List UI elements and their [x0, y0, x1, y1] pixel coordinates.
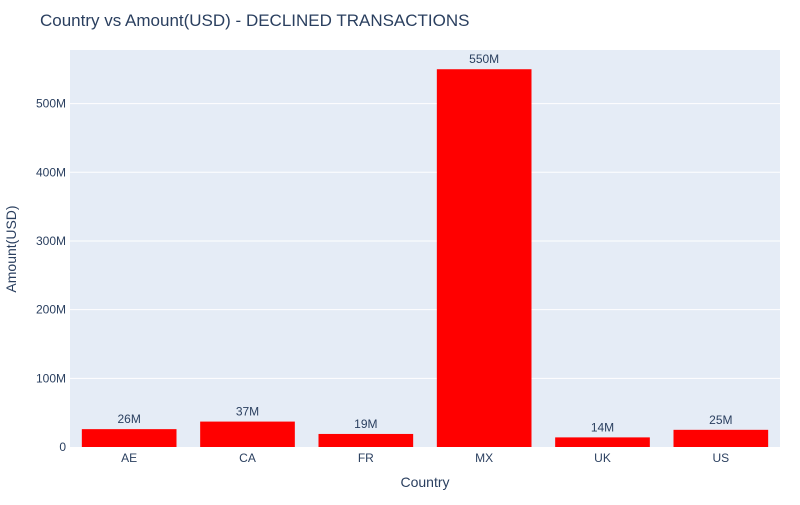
x-tick-label: UK: [594, 451, 611, 465]
data-label-fr: 19M: [354, 417, 377, 431]
plot-area: [70, 50, 780, 447]
y-tick-label: 100M: [36, 371, 66, 385]
y-axis-title: Amount(USD): [3, 205, 19, 292]
y-tick-label: 400M: [36, 165, 66, 179]
y-tick-label: 500M: [36, 97, 66, 111]
data-labels: 26M 37M 19M 550M 14M 25M: [117, 52, 732, 434]
y-tick-label: 300M: [36, 234, 66, 248]
bar-ca: [200, 421, 295, 447]
x-tick-label: AE: [121, 451, 137, 465]
bar-uk: [555, 437, 650, 447]
y-tick-label: 200M: [36, 303, 66, 317]
data-label-mx: 550M: [469, 52, 499, 66]
x-tick-label: CA: [239, 451, 256, 465]
x-tick-label: US: [712, 451, 729, 465]
bars: [81, 69, 769, 447]
gridlines: [70, 103, 780, 379]
bar-ae: [81, 429, 177, 447]
bar-us: [673, 429, 769, 447]
data-label-ae: 26M: [117, 412, 140, 426]
chart-title: Country vs Amount(USD) - DECLINED TRANSA…: [40, 11, 470, 30]
x-tick-label: MX: [475, 451, 493, 465]
x-axis-title: Country: [400, 474, 449, 490]
y-axis-ticks: 0 100M 200M 300M 400M 500M: [36, 97, 66, 454]
x-tick-label: FR: [358, 451, 374, 465]
data-label-uk: 14M: [591, 420, 614, 434]
data-label-us: 25M: [709, 413, 732, 427]
x-axis-ticks: AE CA FR MX UK US: [121, 451, 729, 465]
y-tick-label: 0: [59, 440, 66, 454]
bar-mx: [436, 69, 532, 447]
bar-fr: [318, 433, 414, 447]
data-label-ca: 37M: [236, 405, 259, 419]
